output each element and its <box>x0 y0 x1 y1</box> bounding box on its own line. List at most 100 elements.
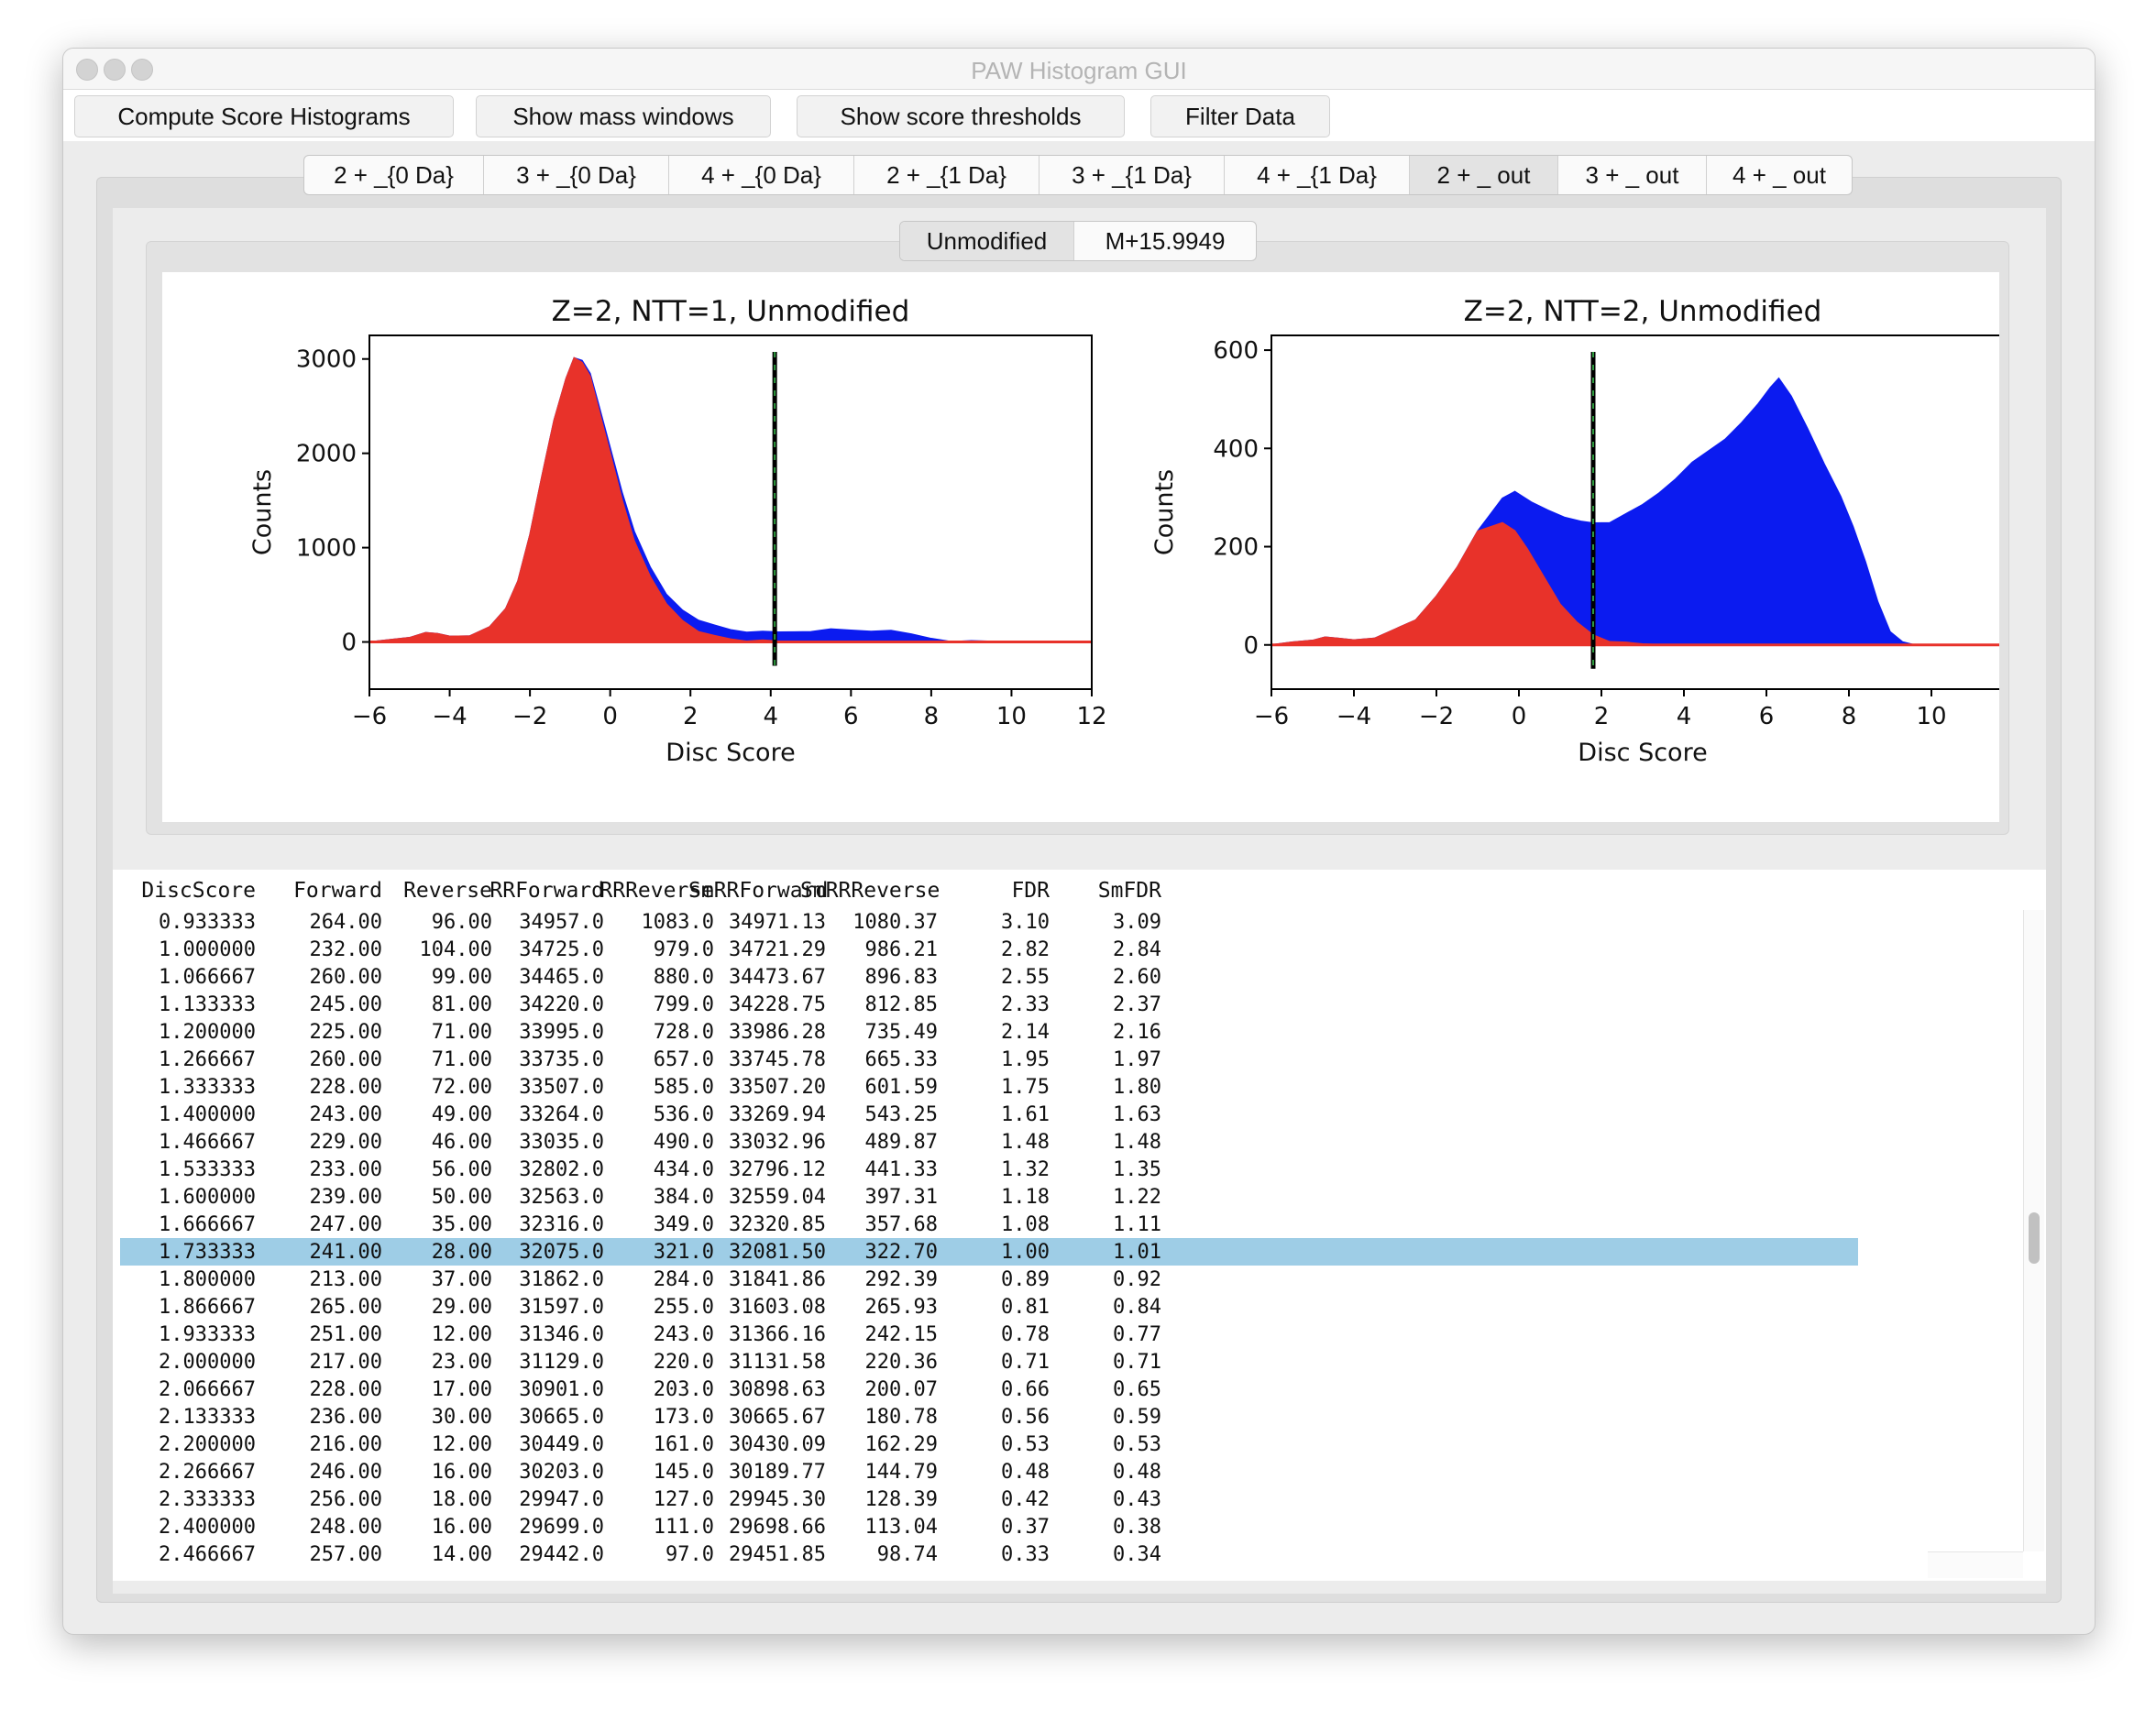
cell-fdr: 1.08 <box>1001 1213 1050 1236</box>
cell-discscore: 1.933333 <box>159 1323 256 1346</box>
table-row[interactable]: 2.200000 216.00 12.00 30449.0 161.0 30430.09 1… <box>113 1430 1854 1458</box>
column-header-rrforward[interactable]: RRForward <box>490 879 604 903</box>
cell-fdr: 0.56 <box>1001 1406 1050 1429</box>
charge-tab-1[interactable]: 3 + _{0 Da} <box>484 156 669 194</box>
minimize-window-icon[interactable] <box>104 59 126 81</box>
cell-smrrforward: 30189.77 <box>729 1461 826 1484</box>
cell-forward: 225.00 <box>309 1021 382 1044</box>
table-row[interactable]: 2.133333 236.00 30.00 30665.0 173.0 30665.67 1… <box>113 1403 1854 1430</box>
table-row[interactable]: 1.333333 228.00 72.00 33507.0 585.0 33507.20 6… <box>113 1073 1854 1101</box>
cell-smfdr: 2.37 <box>1113 993 1161 1016</box>
cell-forward: 213.00 <box>309 1268 382 1291</box>
column-header-fdr[interactable]: FDR <box>1011 879 1050 903</box>
chart-0-xtick-label-0: −6 <box>352 703 387 730</box>
cell-reverse: 71.00 <box>431 1048 492 1071</box>
cell-discscore: 2.000000 <box>159 1351 256 1374</box>
table-row[interactable]: 2.333333 256.00 18.00 29947.0 127.0 29945.30 1… <box>113 1485 1854 1513</box>
table-row[interactable]: 1.200000 225.00 71.00 33995.0 728.0 33986.28 7… <box>113 1018 1854 1046</box>
cell-discscore: 2.066667 <box>159 1378 256 1401</box>
cell-forward: 239.00 <box>309 1186 382 1209</box>
cell-rrreverse: 173.0 <box>653 1406 714 1429</box>
cell-rrreverse: 536.0 <box>653 1103 714 1126</box>
cell-rrforward: 29699.0 <box>519 1516 604 1539</box>
mod-tab-1[interactable]: M+15.9949 <box>1105 227 1226 255</box>
cell-smrrreverse: 220.36 <box>864 1351 938 1374</box>
column-header-discscore[interactable]: DiscScore <box>141 879 256 903</box>
table-row[interactable]: 1.000000 232.00 104.00 34725.0 979.0 34721.29… <box>113 936 1854 963</box>
cell-discscore: 1.133333 <box>159 993 256 1016</box>
column-header-rrreverse[interactable]: RRReverse <box>600 879 714 903</box>
table-row[interactable]: 1.733333 241.00 28.00 32075.0 321.0 32081.50 3… <box>120 1238 1858 1266</box>
chart-1-series-forward <box>1270 377 2015 646</box>
table-row[interactable]: 1.800000 213.00 37.00 31862.0 284.0 31841.86 2… <box>113 1266 1854 1293</box>
mod-tab-0[interactable]: Unmodified <box>900 222 1074 260</box>
charge-tab-8[interactable]: 4 + _ out <box>1732 161 1826 189</box>
chart-1-ylabel: Counts <box>1150 469 1179 555</box>
cell-rrforward: 29442.0 <box>519 1543 604 1566</box>
table-row[interactable]: 1.533333 233.00 56.00 32802.0 434.0 32796.12 4… <box>113 1156 1854 1183</box>
table-row[interactable]: 1.133333 245.00 81.00 34220.0 799.0 34228.75 8… <box>113 991 1854 1018</box>
cell-rrforward: 34465.0 <box>519 966 604 989</box>
table-body[interactable]: 0.933333 264.00 96.00 34957.0 1083.0 34971.13… <box>113 910 2046 1577</box>
column-header-reverse[interactable]: Reverse <box>403 879 492 903</box>
chart-0-ylabel: Counts <box>248 469 277 555</box>
cell-reverse: 72.00 <box>431 1076 492 1099</box>
charge-tab-4[interactable]: 3 + _{1 Da} <box>1040 156 1225 194</box>
chart-0-series-forward <box>368 356 1093 643</box>
zoom-window-icon[interactable] <box>131 59 153 81</box>
compute-histograms-button[interactable]: Compute Score Histograms <box>74 95 454 137</box>
charge-tab-7[interactable]: 3 + _ out <box>1558 156 1707 194</box>
table-row[interactable]: 1.866667 265.00 29.00 31597.0 255.0 31603.08 2… <box>113 1293 1854 1321</box>
table-row[interactable]: 1.066667 260.00 99.00 34465.0 880.0 34473.67 8… <box>113 963 1854 991</box>
show-score-thresholds-button[interactable]: Show score thresholds <box>797 95 1125 137</box>
cell-smrrforward: 34473.67 <box>729 966 826 989</box>
cell-rrreverse: 255.0 <box>653 1296 714 1319</box>
table-row[interactable]: 2.400000 248.00 16.00 29699.0 111.0 29698.66 1… <box>113 1513 1854 1540</box>
vertical-scrollbar[interactable] <box>2023 910 2044 1551</box>
table-row[interactable]: 1.466667 229.00 46.00 33035.0 490.0 33032.96 4… <box>113 1128 1854 1156</box>
chart-0-xtick-label-5: 4 <box>764 703 779 730</box>
cell-discscore: 1.200000 <box>159 1021 256 1044</box>
table-row[interactable]: 2.266667 246.00 16.00 30203.0 145.0 30189.77 1… <box>113 1458 1854 1485</box>
table-row[interactable]: 1.400000 243.00 49.00 33264.0 536.0 33269.94 5… <box>113 1101 1854 1128</box>
table-row[interactable]: 2.000000 217.00 23.00 31129.0 220.0 31131.58 2… <box>113 1348 1854 1376</box>
column-header-forward[interactable]: Forward <box>293 879 382 903</box>
filter-data-button[interactable]: Filter Data <box>1150 95 1330 137</box>
close-window-icon[interactable] <box>76 59 98 81</box>
cell-smfdr: 1.97 <box>1113 1048 1161 1071</box>
cell-smfdr: 0.43 <box>1113 1488 1161 1511</box>
charge-tab-0[interactable]: 2 + _{0 Da} <box>304 156 484 194</box>
charge-tab-3[interactable]: 2 + _{1 Da} <box>854 156 1040 194</box>
cell-rrforward: 30203.0 <box>519 1461 604 1484</box>
table-row[interactable]: 1.666667 247.00 35.00 32316.0 349.0 32320.85 3… <box>113 1211 1854 1238</box>
cell-smrrreverse: 489.87 <box>864 1131 938 1154</box>
charge-tab-6[interactable]: 2 + _ out <box>1410 156 1558 194</box>
cell-smrrforward: 32559.04 <box>729 1186 826 1209</box>
cell-smfdr: 1.35 <box>1113 1158 1161 1181</box>
cell-forward: 229.00 <box>309 1131 382 1154</box>
scrollbar-thumb[interactable] <box>2029 1212 2040 1264</box>
show-mass-windows-button[interactable]: Show mass windows <box>476 95 771 137</box>
cell-rrforward: 30665.0 <box>519 1406 604 1429</box>
table-row[interactable]: 2.466667 257.00 14.00 29442.0 97.0 29451.85 98… <box>113 1540 1854 1568</box>
charge-tabs: 2 + _{0 Da} 3 + _{0 Da} 4 + _{0 Da} 2 + _{1… <box>303 155 1853 195</box>
cell-forward: 246.00 <box>309 1461 382 1484</box>
table-row[interactable]: 1.266667 260.00 71.00 33735.0 657.0 33745.78 6… <box>113 1046 1854 1073</box>
cell-smrrreverse: 735.49 <box>864 1021 938 1044</box>
cell-rrreverse: 97.0 <box>666 1543 714 1566</box>
cell-smfdr: 0.38 <box>1113 1516 1161 1539</box>
charge-tab-2[interactable]: 4 + _{0 Da} <box>669 156 854 194</box>
table-row[interactable]: 0.933333 264.00 96.00 34957.0 1083.0 34971.13… <box>113 910 1854 936</box>
cell-rrforward: 29947.0 <box>519 1488 604 1511</box>
cell-rrreverse: 203.0 <box>653 1378 714 1401</box>
chart-1-ytick-label-2: 400 <box>1213 435 1259 463</box>
table-row[interactable]: 1.933333 251.00 12.00 31346.0 243.0 31366.16 2… <box>113 1321 1854 1348</box>
cell-smrrforward: 31366.16 <box>729 1323 826 1346</box>
table-row[interactable]: 1.600000 239.00 50.00 32563.0 384.0 32559.04 3… <box>113 1183 1854 1211</box>
charge-tab-5[interactable]: 4 + _{1 Da} <box>1225 156 1410 194</box>
column-header-smrrforward[interactable]: SmRRForward <box>688 879 829 903</box>
cell-reverse: 16.00 <box>431 1516 492 1539</box>
column-header-smfdr[interactable]: SmFDR <box>1097 879 1161 903</box>
table-row[interactable]: 2.066667 228.00 17.00 30901.0 203.0 30898.63 2… <box>113 1376 1854 1403</box>
column-header-smrrreverse[interactable]: SmRRReverse <box>800 879 940 903</box>
